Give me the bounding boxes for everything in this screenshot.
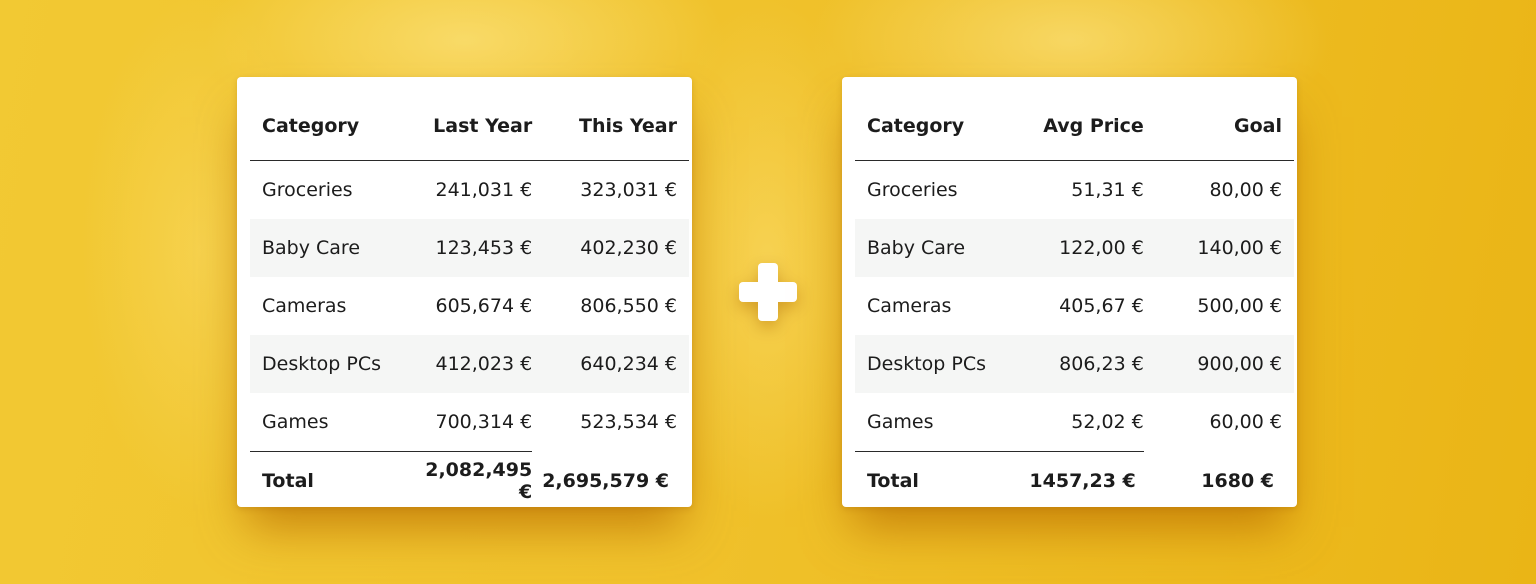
cell-this-year: 640,234 €: [532, 335, 689, 393]
table-row: Cameras 605,674 € 806,550 €: [250, 277, 689, 335]
cell-last-year: 241,031 €: [435, 179, 533, 201]
cell-category: Baby Care: [855, 219, 1018, 277]
sales-table: Category Last Year This Year Groceries 2…: [250, 77, 689, 510]
column-header-last-year: Last Year: [411, 77, 533, 161]
cell-goal: 60,00 €: [1209, 411, 1282, 434]
table-header-row: Category Avg Price Goal: [855, 77, 1294, 161]
price-goal-table-card: Category Avg Price Goal Groceries 51,31 …: [842, 77, 1297, 510]
sales-table-card: Category Last Year This Year Groceries 2…: [237, 77, 692, 510]
cell-this-year: 523,534 €: [580, 411, 677, 434]
column-header-category: Category: [855, 77, 1018, 161]
cell-avg-price: 806,23 €: [1017, 335, 1144, 393]
total-row: Total 1457,23 € 1680 €: [855, 451, 1294, 510]
cell-avg-price: 122,00 €: [1017, 219, 1144, 277]
table-row: Cameras 405,67 € 500,00 €: [855, 277, 1294, 335]
cell-category: Cameras: [867, 295, 952, 317]
cell-category: Cameras: [262, 295, 347, 317]
total-label: Total: [855, 451, 1018, 510]
table-header-row: Category Last Year This Year: [250, 77, 689, 161]
total-avg-price: 1457,23 €: [1017, 451, 1144, 510]
cell-category: Desktop PCs: [855, 335, 1018, 393]
cell-last-year: 123,453 €: [411, 219, 533, 277]
table-row: Groceries 241,031 € 323,031 €: [250, 161, 689, 220]
cell-category: Games: [867, 411, 934, 433]
total-last-year: 2,082,495 €: [411, 451, 533, 510]
cell-category: Groceries: [867, 179, 958, 201]
cell-goal: 500,00 €: [1197, 295, 1282, 317]
cell-this-year: 402,230 €: [532, 219, 689, 277]
column-header-goal: Goal: [1143, 77, 1294, 161]
cell-avg-price: 52,02 €: [1071, 411, 1144, 433]
table-row: Desktop PCs 806,23 € 900,00 €: [855, 335, 1294, 393]
cell-goal: 80,00 €: [1209, 179, 1282, 201]
table-row: Baby Care 122,00 € 140,00 €: [855, 219, 1294, 277]
plus-icon: [739, 263, 797, 321]
total-label: Total: [250, 451, 412, 510]
table-row: Games 700,314 € 523,534 €: [250, 393, 689, 452]
total-this-year: 2,695,579 €: [542, 469, 669, 492]
cell-category: Baby Care: [250, 219, 412, 277]
cell-category: Games: [262, 411, 329, 433]
column-header-category: Category: [250, 77, 412, 161]
total-row: Total 2,082,495 € 2,695,579 €: [250, 451, 689, 510]
column-header-avg-price: Avg Price: [1017, 77, 1144, 161]
price-goal-table: Category Avg Price Goal Groceries 51,31 …: [855, 77, 1294, 510]
cell-goal: 140,00 €: [1143, 219, 1294, 277]
table-row: Groceries 51,31 € 80,00 €: [855, 161, 1294, 220]
table-row: Baby Care 123,453 € 402,230 €: [250, 219, 689, 277]
cell-last-year: 605,674 €: [435, 295, 533, 317]
cell-goal: 900,00 €: [1143, 335, 1294, 393]
column-header-this-year: This Year: [532, 77, 689, 161]
total-goal: 1680 €: [1201, 469, 1274, 492]
cell-this-year: 806,550 €: [580, 295, 677, 317]
cell-avg-price: 405,67 €: [1059, 295, 1144, 317]
cell-category: Desktop PCs: [250, 335, 412, 393]
cell-last-year: 412,023 €: [411, 335, 533, 393]
table-row: Games 52,02 € 60,00 €: [855, 393, 1294, 452]
plus-icon-horizontal-bar: [739, 282, 797, 302]
cell-last-year: 700,314 €: [435, 411, 533, 433]
table-row: Desktop PCs 412,023 € 640,234 €: [250, 335, 689, 393]
cell-this-year: 323,031 €: [580, 179, 677, 201]
cell-avg-price: 51,31 €: [1071, 179, 1144, 201]
cell-category: Groceries: [262, 179, 353, 201]
